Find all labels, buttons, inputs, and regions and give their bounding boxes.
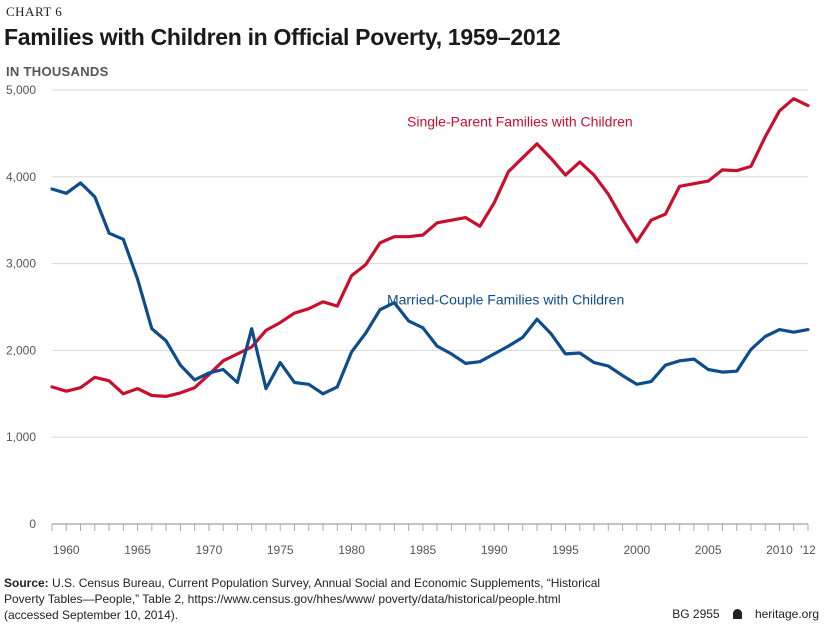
x-tick-label: 2010 xyxy=(766,543,793,557)
source-note: Source: U.S. Census Bureau, Current Popu… xyxy=(4,575,614,623)
x-tick-label: 1980 xyxy=(338,543,365,557)
y-tick-label: 0 xyxy=(29,517,36,531)
x-tick-label: 2000 xyxy=(623,543,650,557)
x-tick-label: 1990 xyxy=(481,543,508,557)
x-tick-label: 1975 xyxy=(267,543,294,557)
units-label: IN THOUSANDS xyxy=(6,64,109,79)
series-label-1: Single-Parent Families with Children xyxy=(407,113,633,129)
footer-credits: BG 2955 heritage.org xyxy=(662,607,819,621)
source-label: Source: xyxy=(4,576,49,590)
x-tick-label: '12 xyxy=(800,543,816,557)
y-tick-label: 3,000 xyxy=(6,257,36,271)
chart-kicker: CHART 6 xyxy=(6,4,63,19)
x-tick-label: 1965 xyxy=(124,543,151,557)
series-line-2 xyxy=(50,181,810,396)
site-link[interactable]: heritage.org xyxy=(754,607,819,621)
source-text: U.S. Census Bureau, Current Population S… xyxy=(4,576,601,622)
y-tick-label: 5,000 xyxy=(6,83,36,97)
x-tick-label: 1995 xyxy=(552,543,579,557)
y-tick-label: 2,000 xyxy=(6,343,36,357)
x-tick-label: 1970 xyxy=(196,543,223,557)
series-line-1 xyxy=(50,97,810,398)
y-tick-label: 4,000 xyxy=(6,170,36,184)
report-code: BG 2955 xyxy=(672,607,720,621)
chart-title: Families with Children in Official Pover… xyxy=(4,24,561,50)
liberty-bell-icon xyxy=(732,609,742,619)
line-chart: 0 1,000 2,000 3,000 4,000 5,000 1960 1965 1970 19… xyxy=(6,83,816,557)
x-tick-label: 1960 xyxy=(53,543,80,557)
y-tick-label: 1,000 xyxy=(6,430,36,444)
x-tick-label: 1985 xyxy=(410,543,437,557)
x-tick-label: 2005 xyxy=(695,543,722,557)
series-label-2: Married-Couple Families with Children xyxy=(387,291,624,307)
